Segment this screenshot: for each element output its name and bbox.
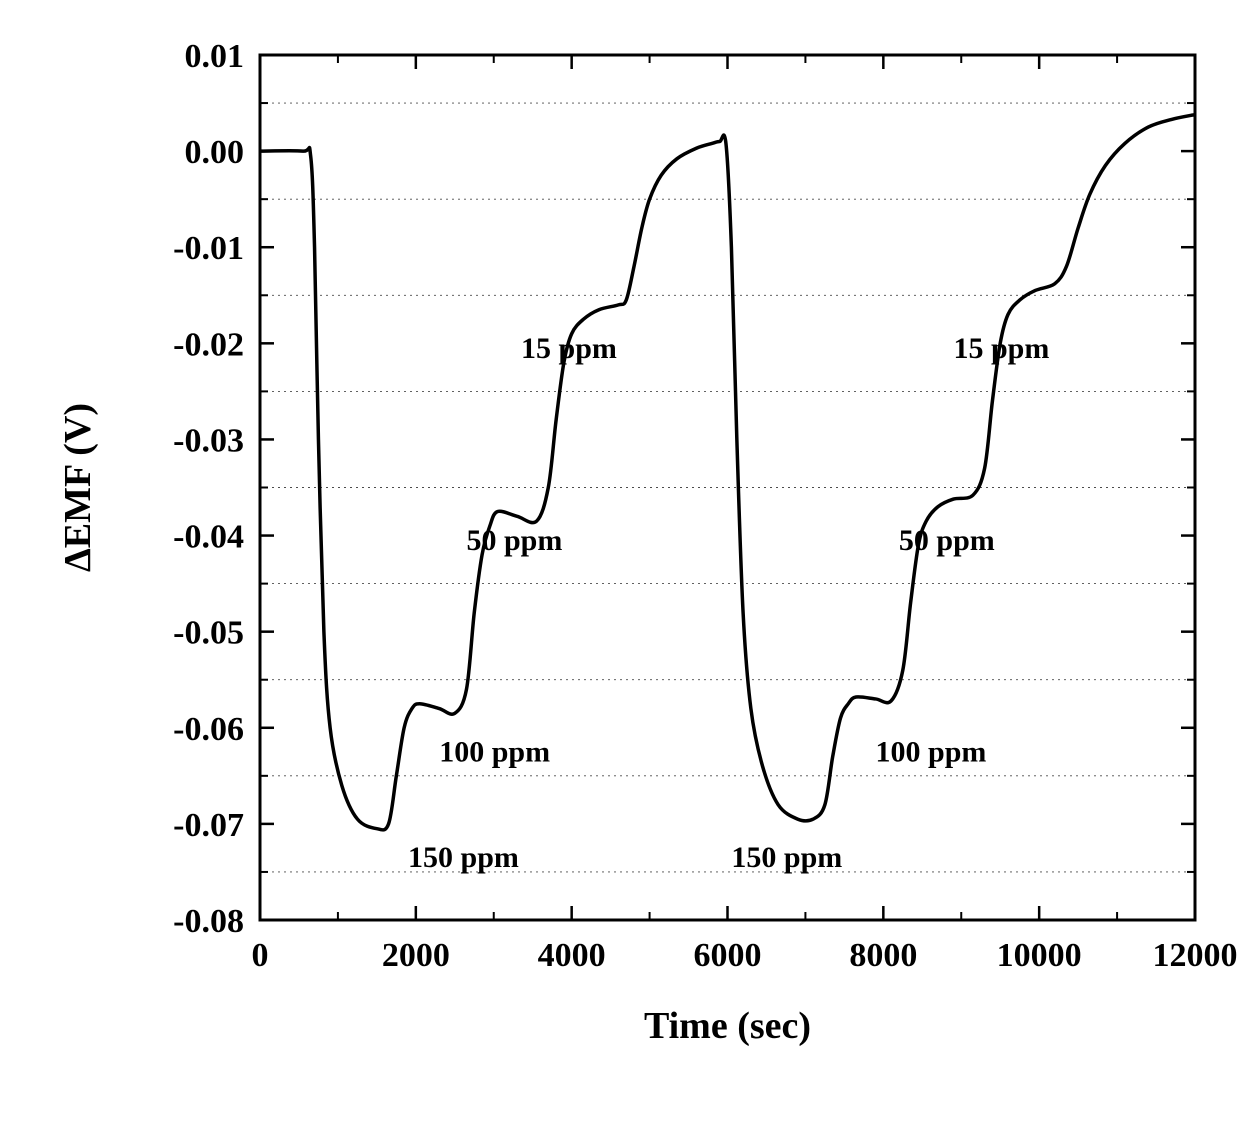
annotation-label: 150 ppm [408, 841, 519, 874]
y-tick-label: -0.06 [173, 711, 244, 748]
y-tick-label: -0.01 [173, 230, 244, 267]
annotation-label: 100 ppm [439, 735, 550, 768]
annotation-label: 150 ppm [731, 841, 842, 874]
x-tick-label: 8000 [849, 937, 917, 974]
y-tick-label: 0.00 [185, 134, 245, 171]
y-tick-label: -0.02 [173, 326, 244, 363]
y-tick-label: -0.03 [173, 422, 244, 459]
y-axis-label: ΔEMF (V) [57, 403, 99, 572]
x-tick-label: 12000 [1153, 937, 1238, 974]
chart-svg: 0 2000 4000 6000 8000 10000 12000 -0.08 -0.07 -0.… [0, 0, 1238, 1125]
x-tick-label: 2000 [382, 937, 450, 974]
annotation-label: 50 ppm [466, 524, 562, 557]
x-tick-label: 0 [252, 937, 269, 974]
annotation-label: 15 ppm [953, 332, 1049, 365]
x-tick-label: 4000 [538, 937, 606, 974]
y-tick-label: -0.07 [173, 807, 244, 844]
x-tick-label: 6000 [694, 937, 762, 974]
annotation-label: 100 ppm [876, 735, 987, 768]
x-axis-label: Time (sec) [644, 1005, 811, 1047]
emf-chart: 0 2000 4000 6000 8000 10000 12000 -0.08 -0.07 -0.… [0, 0, 1238, 1125]
y-tick-label: -0.05 [173, 615, 244, 652]
x-tick-label: 10000 [997, 937, 1082, 974]
y-tick-label: -0.08 [173, 903, 244, 940]
y-tick-label: 0.01 [185, 38, 245, 75]
annotation-label: 50 ppm [899, 524, 995, 557]
y-tick-label: -0.04 [173, 519, 244, 556]
annotation-label: 15 ppm [521, 332, 617, 365]
